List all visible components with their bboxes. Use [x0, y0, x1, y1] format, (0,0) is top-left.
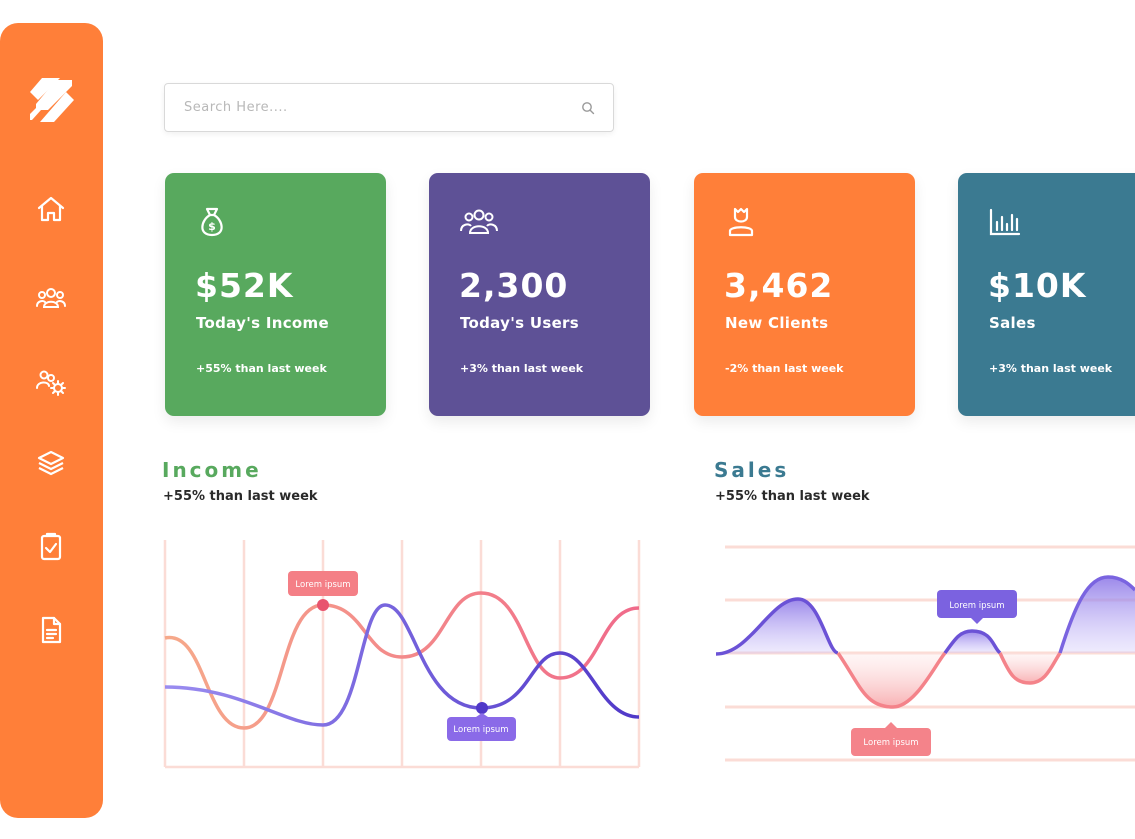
- card-label: Today's Income: [196, 314, 329, 332]
- sales-tooltip-bottom: Lorem ipsum: [851, 722, 931, 756]
- tooltip-label: Lorem ipsum: [949, 601, 1004, 611]
- svg-text:$: $: [208, 220, 216, 233]
- card-value: 3,462: [724, 266, 834, 305]
- sales-title: Sales: [714, 458, 790, 482]
- users-card[interactable]: 2,300 Today's Users +3% than last week: [429, 173, 650, 416]
- users-icon[interactable]: [35, 282, 67, 314]
- home-icon[interactable]: [35, 193, 67, 225]
- income-title: Income: [162, 458, 262, 482]
- clipboard-check-icon[interactable]: [35, 531, 67, 563]
- card-delta: +3% than last week: [989, 362, 1113, 375]
- client-icon: [724, 205, 758, 239]
- clients-card[interactable]: 3,462 New Clients -2% than last week: [694, 173, 915, 416]
- search-icon[interactable]: [581, 100, 595, 115]
- income-point-bottom[interactable]: [476, 702, 488, 714]
- tooltip-label: Lorem ipsum: [295, 580, 350, 590]
- sales-tooltip-top: Lorem ipsum: [937, 590, 1017, 624]
- search-input[interactable]: [165, 84, 565, 131]
- card-label: Sales: [989, 314, 1036, 332]
- layers-icon[interactable]: [35, 447, 67, 479]
- sales-line-pink-1: [836, 651, 947, 709]
- brand-logo[interactable]: [28, 76, 74, 126]
- sales-chart: Lorem ipsum Lorem ipsum: [715, 545, 1135, 762]
- income-card[interactable]: $ $52K Today's Income +55% than last wee…: [165, 173, 386, 416]
- card-delta: +3% than last week: [460, 362, 584, 375]
- sidebar: [0, 23, 103, 818]
- card-label: Today's Users: [460, 314, 579, 332]
- document-icon[interactable]: [35, 614, 67, 646]
- income-line-purple: [164, 603, 640, 727]
- sales-line-purple-3: [1058, 575, 1135, 654]
- card-delta: -2% than last week: [725, 362, 844, 375]
- sales-card[interactable]: $10K Sales +3% than last week: [958, 173, 1135, 416]
- card-value: 2,300: [459, 266, 569, 305]
- income-point-top[interactable]: [317, 599, 329, 611]
- money-bag-icon: $: [195, 205, 229, 239]
- card-delta: +55% than last week: [196, 362, 327, 375]
- income-tooltip-top: Lorem ipsum: [288, 571, 358, 596]
- sales-line-purple-2: [943, 629, 1002, 655]
- income-line-pink: [164, 591, 640, 730]
- income-subtitle: +55% than last week: [163, 489, 318, 504]
- sales-line-purple-1: [715, 597, 839, 656]
- card-value: $10K: [988, 266, 1087, 305]
- card-value: $52K: [195, 266, 294, 305]
- users-icon: [459, 205, 498, 239]
- users-settings-icon[interactable]: [35, 366, 67, 398]
- income-chart: Lorem ipsum Lorem ipsum: [163, 540, 641, 769]
- tooltip-label: Lorem ipsum: [453, 725, 508, 735]
- sales-subtitle: +55% than last week: [715, 489, 870, 504]
- search-bar: [164, 83, 614, 132]
- bar-chart-icon: [988, 205, 1022, 239]
- income-tooltip-bottom: Lorem ipsum: [447, 713, 516, 741]
- tooltip-label: Lorem ipsum: [863, 738, 918, 748]
- sales-line-pink-2: [998, 652, 1062, 685]
- card-label: New Clients: [725, 314, 829, 332]
